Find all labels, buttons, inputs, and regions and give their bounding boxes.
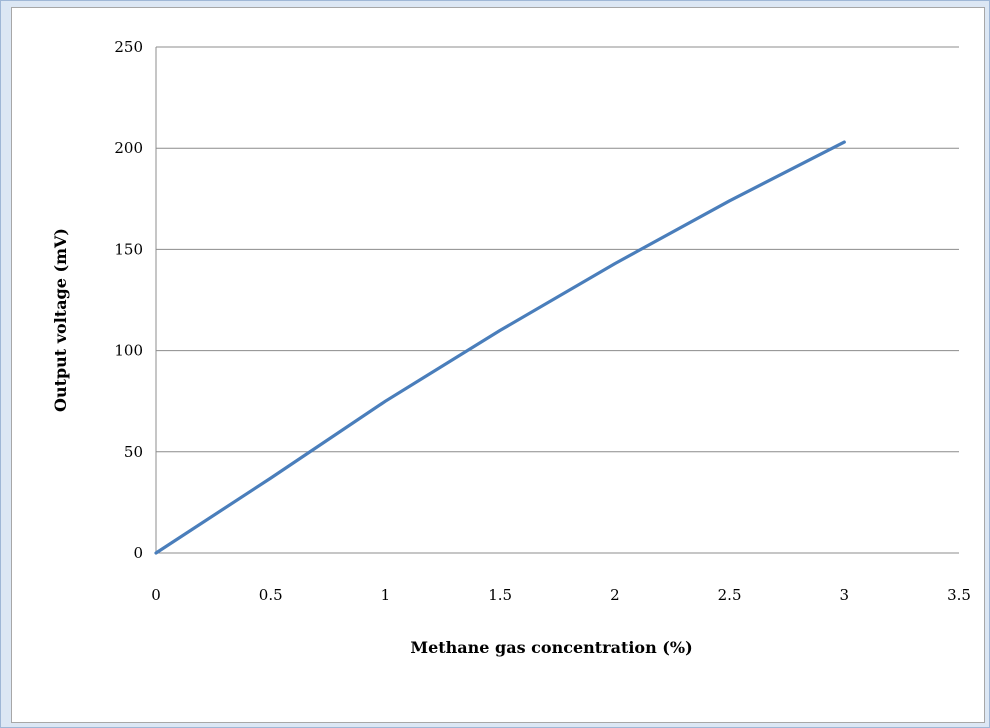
y-tick-label-250: 250 (114, 38, 143, 56)
x-tick-label-1: 1 (381, 586, 391, 604)
x-tick-label-2: 2 (610, 586, 620, 604)
axes (155, 47, 959, 554)
series-line-0 (154, 140, 846, 555)
x-tick-label-1.5: 1.5 (488, 586, 512, 604)
y-tick-label-150: 150 (114, 240, 143, 258)
x-tick-label-3.5: 3.5 (947, 586, 971, 604)
line-chart: 0 50 100 150 200 250 0 0.5 1 1.5 2 2.5 3 3.5 Methane… (51, 38, 971, 657)
chart-panel: 0 50 100 150 200 250 0 0.5 1 1.5 2 2.5 3 3.5 Methane… (11, 7, 985, 723)
x-axis-title: Methane gas concentration (%) (410, 638, 692, 657)
x-tick-labels: 0 0.5 1 1.5 2 2.5 3 3.5 (151, 586, 971, 604)
x-tick-label-0.5: 0.5 (259, 586, 283, 604)
x-tick-label-2.5: 2.5 (718, 586, 742, 604)
gridlines (156, 46, 959, 453)
y-axis-title: Output voltage (mV) (51, 228, 70, 412)
x-tick-label-3: 3 (840, 586, 850, 604)
y-tick-labels: 0 50 100 150 200 250 (114, 38, 143, 562)
y-tick-label-50: 50 (124, 443, 143, 461)
series-lines (154, 140, 846, 555)
x-tick-label-0: 0 (151, 586, 161, 604)
y-tick-label-200: 200 (114, 139, 143, 157)
y-tick-label-100: 100 (114, 342, 143, 360)
y-tick-label-0: 0 (133, 544, 143, 562)
